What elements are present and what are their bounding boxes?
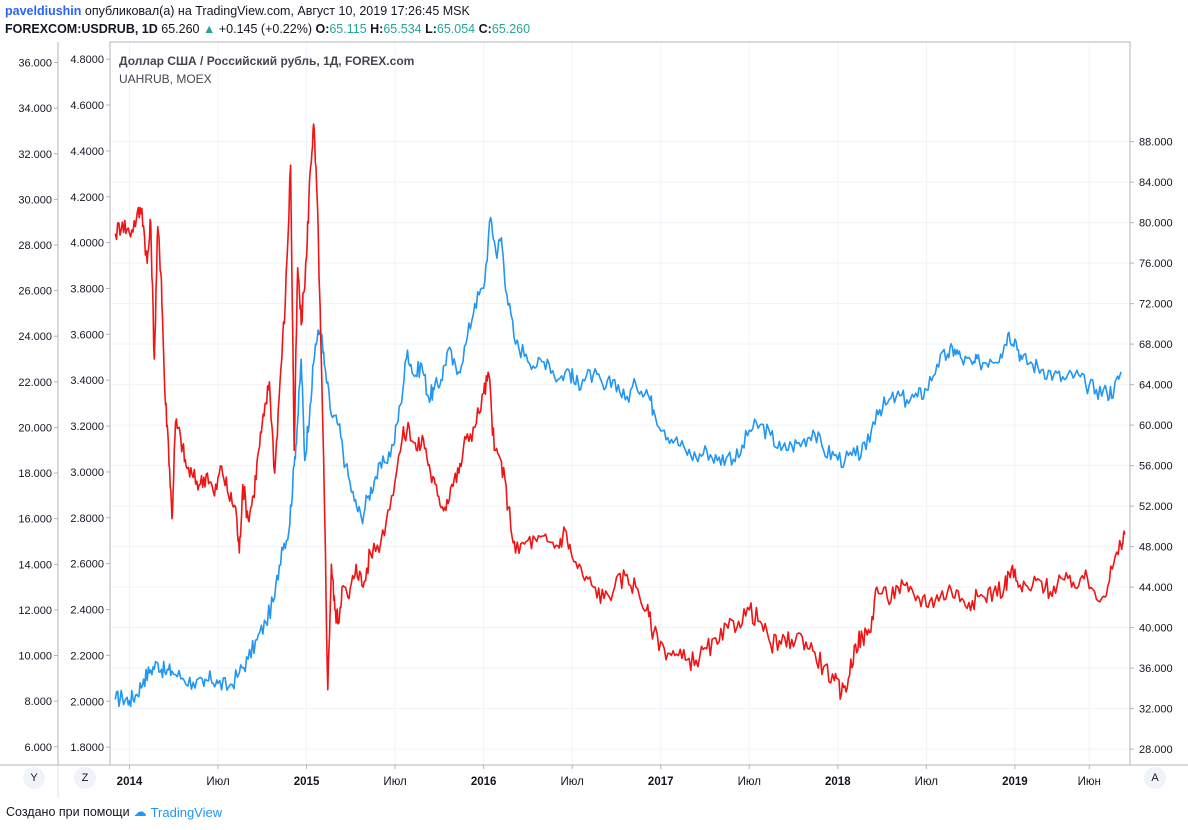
symbol-line: FOREXCOM:USDRUB, 1D 65.260 ▲ +0.145 (+0.…	[5, 22, 530, 36]
left-outer-tick-label: 30.000	[18, 194, 52, 206]
series-layer	[114, 123, 1126, 708]
uahrub-series-line	[114, 123, 1126, 700]
time-tick-label: Июл	[383, 776, 406, 788]
left-inner-tick-label: 3.0000	[70, 467, 104, 479]
left-outer-tick-label: 12.000	[18, 605, 52, 617]
time-tick-label: Июл	[561, 776, 584, 788]
close-value: 65.260	[491, 22, 531, 36]
left-outer-tick-label: 26.000	[18, 286, 52, 298]
right-tick-label: 64.000	[1139, 380, 1173, 392]
right-tick-label: 76.000	[1139, 258, 1173, 270]
left-inner-tick-label: 3.8000	[70, 284, 104, 296]
time-tick-label: 2015	[294, 776, 320, 788]
left-outer-tick-label: 8.000	[24, 696, 52, 708]
left-outer-tick-label: 16.000	[18, 514, 52, 526]
scale-y-button[interactable]: Y	[23, 767, 45, 789]
time-tick-label: Июн	[1078, 776, 1101, 788]
left-outer-tick-label: 10.000	[18, 651, 52, 663]
high-label: H:	[370, 22, 384, 36]
publication-line: paveldiushin опубликовал(а) на TradingVi…	[5, 4, 470, 18]
right-tick-label: 68.000	[1139, 339, 1173, 351]
right-tick-label: 72.000	[1139, 299, 1173, 311]
time-tick-label: Июл	[738, 776, 761, 788]
time-tick-label: 2017	[648, 776, 674, 788]
right-tick-label: 36.000	[1139, 663, 1173, 675]
low-label: L:	[425, 22, 437, 36]
open-label: O:	[315, 22, 330, 36]
time-tick-label: 2016	[471, 776, 497, 788]
right-tick-label: 52.000	[1139, 501, 1173, 513]
right-tick-label: 60.000	[1139, 420, 1173, 432]
left-inner-tick-label: 2.2000	[70, 650, 104, 662]
price-chart[interactable]: 6.000 8.000 10.000 12.000 14.000 16.000 18.000…	[0, 38, 1188, 798]
up-arrow-icon: ▲	[203, 22, 216, 36]
price-change: +0.145 (+0.22%)	[218, 22, 312, 36]
left-outer-tick-label: 18.000	[18, 468, 52, 480]
left-inner-tick-label: 3.2000	[70, 421, 104, 433]
created-with-text: Создано при помощи	[6, 805, 130, 819]
time-tick-label: Июл	[915, 776, 938, 788]
legend-second: UAHRUB, MOEX	[119, 72, 212, 86]
time-tick-label: 2014	[117, 776, 143, 788]
left-axis[interactable]: 6.000 8.000 10.000 12.000 14.000 16.000 18.000…	[18, 42, 110, 765]
left-outer-tick-label: 6.000	[24, 742, 52, 754]
usdrub-series-line	[114, 216, 1122, 708]
left-outer-tick-label: 20.000	[18, 422, 52, 434]
close-label: C:	[478, 22, 492, 36]
footer: Создано при помощи ☁ TradingView	[6, 804, 222, 820]
left-outer-tick-label: 32.000	[18, 149, 52, 161]
left-outer-tick-label: 22.000	[18, 377, 52, 389]
left-outer-tick-label: 24.000	[18, 331, 52, 343]
left-outer-tick-label: 36.000	[18, 58, 52, 70]
left-inner-tick-label: 4.0000	[70, 238, 104, 250]
right-tick-label: 56.000	[1139, 461, 1173, 473]
time-tick-label: 2018	[825, 776, 851, 788]
left-inner-tick-label: 4.4000	[70, 146, 104, 158]
time-tick-label: Июл	[206, 776, 229, 788]
low-value: 65.054	[436, 22, 476, 36]
chart-frame	[0, 41, 1188, 798]
right-tick-label: 32.000	[1139, 704, 1173, 716]
right-axis[interactable]: 28.000 32.000 36.000 40.000 44.000 48.000 52.0…	[1130, 137, 1173, 756]
left-inner-tick-label: 4.2000	[70, 192, 104, 204]
time-tick-label: 2019	[1002, 776, 1028, 788]
open-value: 65.115	[329, 22, 367, 36]
left-inner-tick-label: 2.8000	[70, 513, 104, 525]
last-price: 65.260	[161, 22, 200, 36]
tradingview-brand[interactable]: TradingView	[150, 804, 223, 820]
cloud-icon: ☁	[133, 804, 147, 819]
right-tick-label: 80.000	[1139, 218, 1173, 230]
plot-border	[109, 41, 1131, 766]
right-tick-label: 48.000	[1139, 542, 1173, 554]
left-inner-tick-label: 2.4000	[70, 605, 104, 617]
right-tick-label: 40.000	[1139, 623, 1173, 635]
left-inner-tick-label: 3.4000	[70, 375, 104, 387]
left-inner-tick-label: 4.6000	[70, 100, 104, 112]
published-text: опубликовал(а) на TradingView.com, Авгус…	[84, 4, 470, 18]
right-tick-label: 44.000	[1139, 582, 1173, 594]
symbol-name: FOREXCOM:USDRUB, 1D	[5, 22, 158, 36]
left-inner-tick-label: 3.6000	[70, 329, 104, 341]
auto-scale-button[interactable]: A	[1144, 767, 1166, 789]
left-outer-tick-label: 28.000	[18, 240, 52, 252]
left-outer-tick-label: 34.000	[18, 103, 52, 115]
author-link[interactable]: paveldiushin	[5, 4, 82, 18]
scale-z-button[interactable]: Z	[74, 767, 96, 789]
high-value: 65.534	[383, 22, 422, 36]
right-tick-label: 88.000	[1139, 137, 1173, 149]
right-tick-label: 28.000	[1139, 744, 1173, 756]
left-inner-tick-label: 1.8000	[70, 742, 104, 754]
grid	[110, 42, 1130, 765]
time-axis[interactable]: 2014 Июл 2015 Июл 2016 Июл 2017 Июл 2018 Июл 2019 И…	[117, 765, 1101, 788]
left-outer-tick-label: 14.000	[18, 559, 52, 571]
left-inner-tick-label: 2.0000	[70, 696, 104, 708]
left-inner-tick-label: 4.8000	[70, 54, 104, 66]
right-tick-label: 84.000	[1139, 177, 1173, 189]
legend-main: Доллар США / Российский рубль, 1Д, FOREX…	[119, 54, 414, 68]
left-inner-tick-label: 2.6000	[70, 559, 104, 571]
